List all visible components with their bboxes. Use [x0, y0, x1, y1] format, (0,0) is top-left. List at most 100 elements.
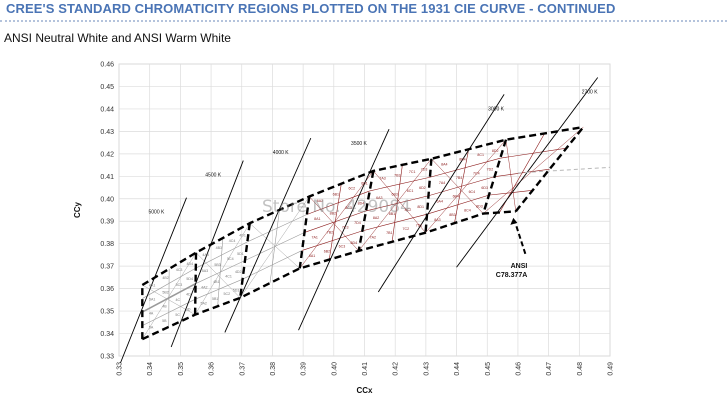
bin-label: 5C4	[227, 257, 234, 261]
ansi-region-separator	[482, 139, 508, 214]
x-tick-label: 0.40	[331, 362, 338, 376]
y-tick-label: 0.45	[100, 84, 114, 91]
bin-label: 4B	[162, 305, 167, 309]
bin-label: 8D3	[476, 204, 483, 208]
ansi-region-separator	[298, 196, 311, 269]
bin-label: 6A4	[437, 199, 443, 203]
bin-grid-line	[195, 241, 248, 269]
x-tick-label: 0.45	[485, 362, 492, 376]
bin-grid-line	[483, 126, 584, 214]
bin-grid-line	[488, 189, 533, 196]
bin-label: 4D	[186, 292, 191, 296]
x-tick-label: 0.43	[423, 362, 430, 376]
bin-label: 5D1	[237, 252, 244, 256]
ansi-region-separator	[424, 158, 433, 233]
y-tick-label: 0.42	[100, 151, 114, 158]
bin-grid-line	[505, 139, 517, 212]
bin-label: 4B1	[213, 280, 219, 284]
watermark: Store No. 429084	[262, 197, 411, 217]
bin-label: 5A	[149, 325, 154, 329]
bin-grid-line	[142, 284, 196, 315]
bin-label: 7C4	[473, 171, 480, 175]
bin-label: 6B3	[391, 193, 397, 197]
isotherm-label: 3000 K	[488, 106, 505, 112]
bin-label: 8D2	[492, 149, 499, 153]
bin-label: 4C	[176, 298, 181, 302]
y-tick-label: 0.35	[100, 309, 114, 316]
bin-label: 7C1	[409, 170, 416, 174]
bin-label: 5A2	[200, 301, 206, 305]
bin-grid-line	[373, 170, 426, 233]
x-tick-label: 0.36	[209, 362, 216, 376]
y-tick-label: 0.38	[100, 241, 114, 248]
bin-label: 5D3	[233, 289, 240, 293]
y-tick-label: 0.43	[100, 129, 114, 136]
bin-label: 7A2	[370, 236, 376, 240]
bin-grid	[141, 126, 584, 340]
bin-label: 7B1	[386, 231, 392, 235]
bin-label: 7C3	[342, 225, 349, 229]
isotherm-label: 5000 K	[149, 210, 166, 216]
x-axis-title: CCx	[356, 386, 373, 395]
x-tick-label: 0.35	[178, 362, 185, 376]
ansi-region-separator	[357, 170, 375, 252]
bin-grid-line	[249, 223, 300, 269]
bin-label: 7C2	[403, 227, 410, 231]
bin-grid-line	[362, 213, 428, 232]
bin-label: 6C1	[407, 189, 414, 193]
isotherm-line	[224, 137, 312, 333]
bin-label: 4A1	[149, 284, 155, 288]
bin-label: 7D1	[416, 223, 423, 227]
bin-label: 8A1	[314, 217, 320, 221]
bin-grid-line	[244, 232, 305, 261]
isotherm-label: 4500 K	[205, 173, 222, 179]
bin-label: 6A2	[317, 199, 323, 203]
bin-label: 5D	[186, 308, 191, 312]
bin-grid-line	[309, 196, 359, 252]
bin-label: 4B3	[216, 246, 222, 250]
page-title: CREE'S STANDARD CHROMATICITY REGIONS PLO…	[6, 1, 616, 16]
ansi-region-outlines	[141, 125, 585, 341]
bin-label: 6D3	[481, 186, 488, 190]
bin-grid-line	[142, 267, 196, 299]
ansi-lower-edge	[141, 210, 516, 341]
y-tick-label: 0.40	[100, 196, 114, 203]
bin-grid-line	[299, 170, 374, 269]
ansi-annotation: ANSI C78.377A	[496, 217, 528, 279]
bin-grid-line	[369, 176, 431, 192]
bin-label: 5A1	[149, 298, 155, 302]
bin-grid-line	[500, 147, 567, 159]
bin-label: 7B3	[394, 173, 400, 177]
ansi-arrow-line	[514, 222, 527, 255]
bin-grid-line	[242, 250, 303, 280]
bin-label: 4C3	[176, 268, 183, 272]
bin-label: 8C2	[405, 208, 412, 212]
isotherm-lines: 5000 K 4500 K 4000 K 3500 K 3000 K 2700 K	[120, 77, 611, 363]
bin-label: 8B1	[389, 212, 395, 216]
y-tick-label: 0.44	[100, 106, 114, 113]
ansi-upper-edge	[141, 125, 584, 287]
bin-grid-line	[428, 176, 495, 197]
bin-label: 5C2	[224, 292, 231, 296]
bin-grid-line	[247, 214, 308, 243]
bin-label: 7D2	[487, 168, 494, 172]
isotherm-line	[298, 128, 390, 331]
isotherm-label: 2700 K	[582, 89, 599, 95]
ansi-annotation-label: ANSI	[511, 263, 528, 270]
x-tick-label: 0.41	[362, 362, 369, 376]
bin-label: 4C1	[225, 275, 232, 279]
bin-grid-line	[240, 196, 310, 298]
bin-grid-line	[425, 139, 507, 233]
bin-label: 4C4	[229, 239, 236, 243]
bin-label: 4D2	[235, 270, 242, 274]
y-tick-label: 0.34	[100, 331, 114, 338]
x-tick-label: 0.48	[577, 362, 584, 376]
y-tick-label: 0.36	[100, 286, 114, 293]
bin-label: 7A1	[311, 236, 317, 240]
bin-label: 5B3	[214, 263, 220, 267]
bin-label: 6C3	[339, 245, 346, 249]
isotherm-label: 3500 K	[351, 141, 368, 147]
bin-label: 6B4	[453, 195, 459, 199]
y-tick-label: 0.46	[100, 62, 114, 69]
